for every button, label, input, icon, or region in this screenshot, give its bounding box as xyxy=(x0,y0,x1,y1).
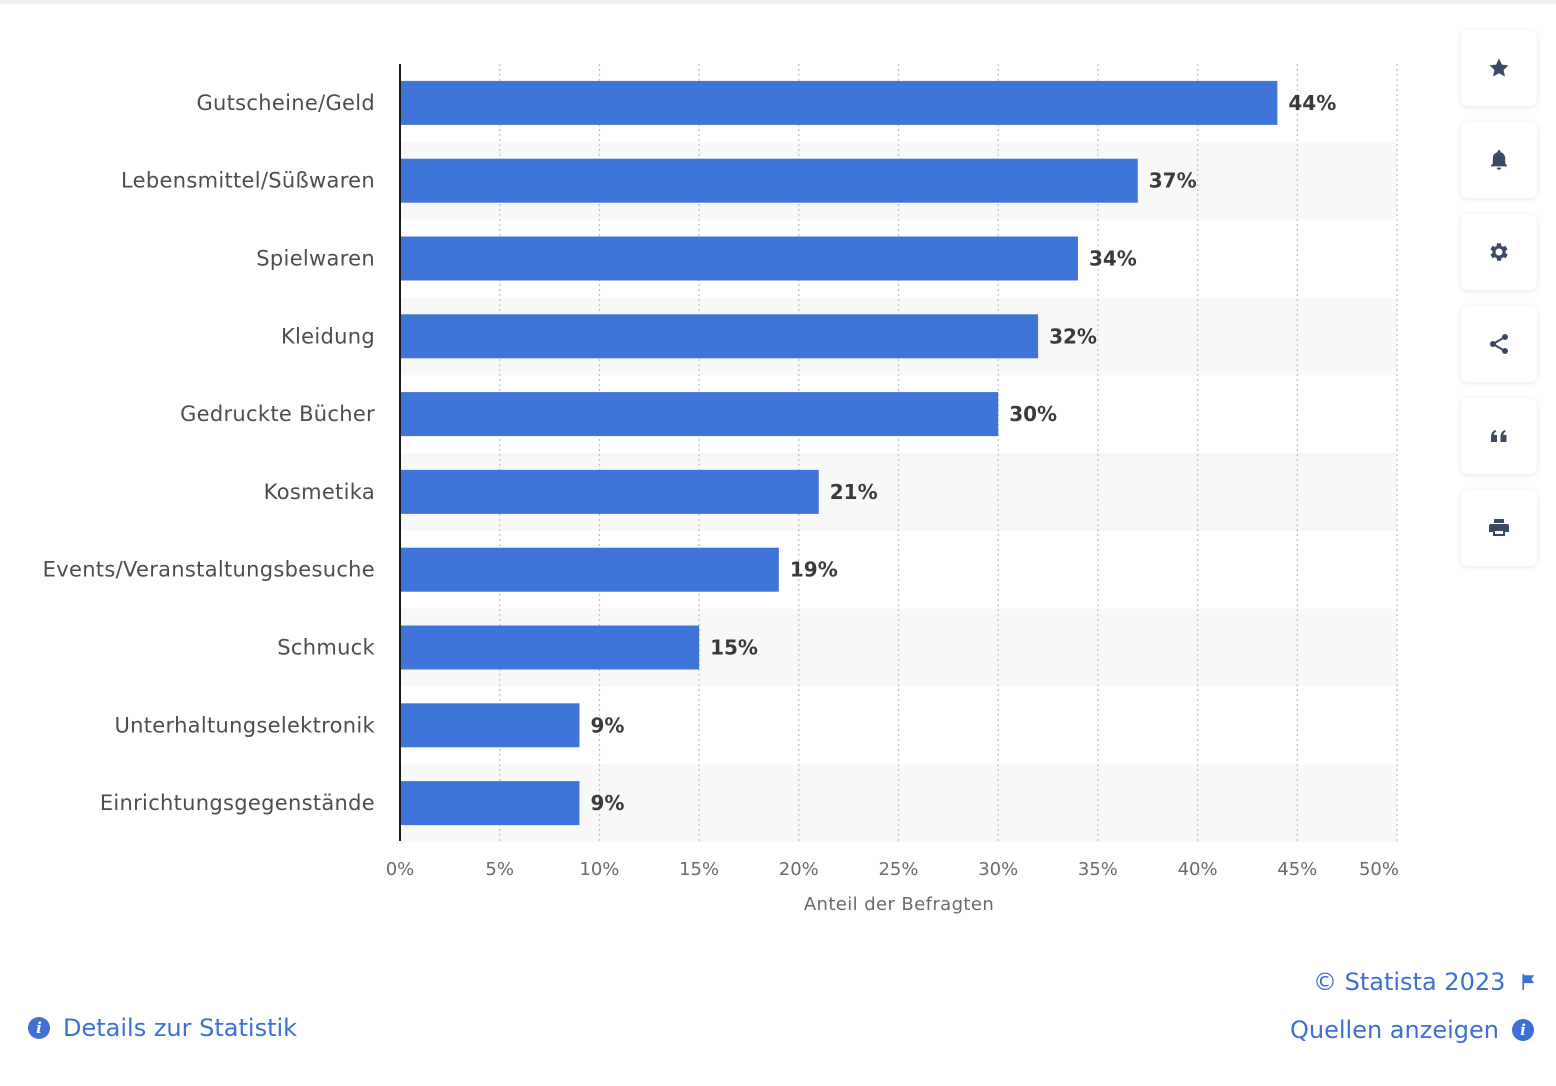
gear-icon xyxy=(1490,243,1508,261)
info-icon: i xyxy=(1511,1019,1534,1041)
sources-link[interactable]: Quellen anzeigen i xyxy=(1290,1016,1534,1044)
value-label: 19% xyxy=(790,558,838,582)
bar[interactable] xyxy=(400,80,1278,125)
x-tick-label: 35% xyxy=(1078,859,1118,880)
details-link[interactable]: i Details zur Statistik xyxy=(28,1014,297,1042)
quote-icon xyxy=(1491,430,1507,442)
flag-icon xyxy=(1522,974,1535,990)
bar[interactable] xyxy=(400,236,1078,281)
bar[interactable] xyxy=(400,392,999,437)
value-label: 34% xyxy=(1089,247,1137,271)
category-labels: Gutscheine/Geld Lebensmittel/Süßwaren Spie… xyxy=(43,91,376,815)
star-icon xyxy=(1489,58,1509,77)
settings-button[interactable] xyxy=(1461,214,1537,290)
details-label: Details zur Statistik xyxy=(63,1014,298,1042)
x-tick-label: 45% xyxy=(1277,859,1317,880)
value-label: 37% xyxy=(1149,169,1197,193)
bar[interactable] xyxy=(400,547,779,592)
value-label: 21% xyxy=(830,480,878,504)
value-labels: 44% 37% 34% 32% 30% 21% 19% 15% 9% 9% xyxy=(590,91,1336,815)
sources-label: Quellen anzeigen xyxy=(1290,1016,1499,1044)
bar[interactable] xyxy=(400,703,580,748)
value-label: 9% xyxy=(590,713,624,737)
bar[interactable] xyxy=(400,314,1039,359)
x-tick-label: 5% xyxy=(485,859,514,880)
x-tick-label: 0% xyxy=(386,859,415,880)
x-tick-labels: 0% 5% 10% 15% 20% 25% 30% 35% 40% 45% 50% xyxy=(386,859,1399,880)
top-divider xyxy=(0,0,1556,4)
bar-chart: Gutscheine/Geld Lebensmittel/Süßwaren Spie… xyxy=(43,64,1399,915)
cite-button[interactable] xyxy=(1461,398,1537,474)
category-label: Einrichtungsgegenstände xyxy=(100,791,375,815)
value-label: 32% xyxy=(1049,324,1097,348)
category-label: Kosmetika xyxy=(264,480,375,504)
x-tick-label: 40% xyxy=(1178,859,1218,880)
value-label: 15% xyxy=(710,636,758,660)
category-label: Gutscheine/Geld xyxy=(196,91,375,115)
info-icon: i xyxy=(28,1017,50,1039)
bar[interactable] xyxy=(400,469,819,514)
bar[interactable] xyxy=(400,781,580,826)
notification-button[interactable] xyxy=(1461,122,1537,198)
category-label: Lebensmittel/Süßwaren xyxy=(121,169,375,193)
x-axis-title: Anteil der Befragten xyxy=(804,894,994,915)
x-tick-label: 20% xyxy=(779,859,819,880)
copyright-link[interactable]: © Statista 2023 xyxy=(1313,968,1537,996)
bar[interactable] xyxy=(400,625,700,670)
x-tick-label: 25% xyxy=(878,859,918,880)
value-label: 30% xyxy=(1009,402,1057,426)
bars xyxy=(400,80,1278,826)
x-tick-label: 30% xyxy=(978,859,1018,880)
category-label: Kleidung xyxy=(281,324,375,348)
copyright-text: © Statista 2023 xyxy=(1313,968,1506,996)
x-tick-label: 10% xyxy=(579,859,619,880)
bell-icon xyxy=(1491,150,1507,170)
favorite-button[interactable] xyxy=(1461,30,1537,106)
category-label: Events/Veranstaltungsbesuche xyxy=(43,558,375,582)
bar[interactable] xyxy=(400,158,1138,203)
category-label: Gedruckte Bücher xyxy=(180,402,375,426)
share-icon xyxy=(1490,334,1508,354)
category-label: Spielwaren xyxy=(256,247,375,271)
category-label: Schmuck xyxy=(277,636,375,660)
value-label: 44% xyxy=(1288,91,1336,115)
x-tick-label: 50% xyxy=(1359,859,1399,880)
value-label: 9% xyxy=(590,791,624,815)
category-label: Unterhaltungselektronik xyxy=(114,713,375,737)
print-button[interactable] xyxy=(1461,490,1537,566)
print-icon xyxy=(1489,519,1509,536)
x-tick-label: 15% xyxy=(679,859,719,880)
share-button[interactable] xyxy=(1461,306,1537,382)
